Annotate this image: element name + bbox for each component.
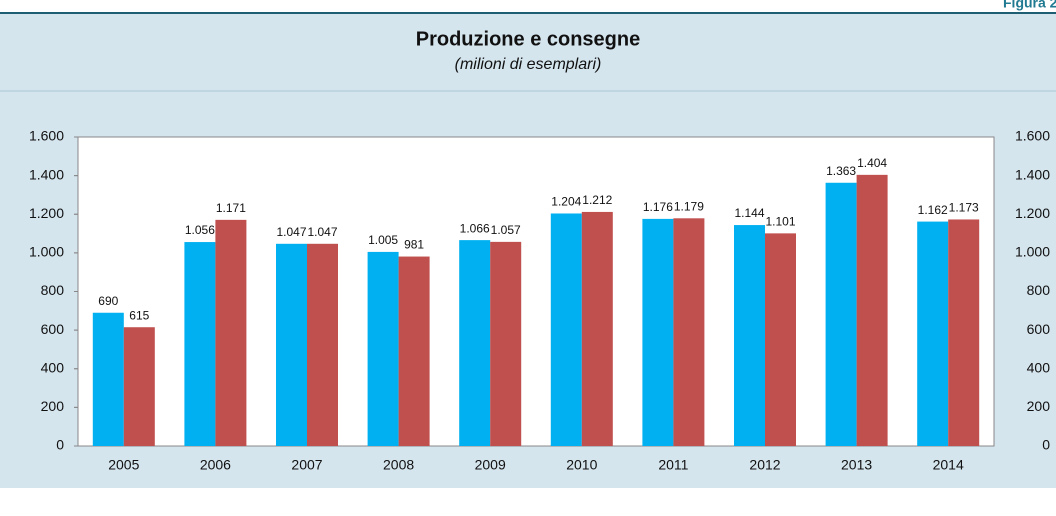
y-tick-label: 800: [41, 282, 65, 298]
bar: [917, 221, 949, 446]
bar: [765, 233, 796, 446]
value-label: 1.176: [643, 200, 673, 214]
value-label: 1.056: [185, 223, 215, 237]
y-tick-label: 1.600: [29, 128, 64, 144]
y-tick-label: 1.400: [29, 166, 64, 182]
bar: [123, 327, 155, 446]
y2-tick-label: 1.200: [1015, 205, 1050, 221]
y-tick-label: 400: [41, 359, 65, 375]
value-label: 615: [129, 308, 149, 322]
value-label: 1.066: [460, 221, 490, 235]
value-label: 1.404: [857, 156, 887, 170]
value-label: 1.212: [582, 193, 612, 207]
value-label: 1.179: [674, 199, 704, 213]
value-label: 981: [404, 238, 424, 252]
y2-tick-label: 400: [1027, 359, 1051, 375]
y2-tick-label: 1.000: [1015, 244, 1050, 260]
bar: [215, 219, 247, 446]
bar: [856, 174, 888, 447]
y-tick-label: 1.000: [29, 244, 64, 260]
y2-tick-label: 1.400: [1015, 166, 1050, 182]
bar: [490, 241, 522, 446]
value-label: 1.101: [765, 215, 795, 229]
value-label: 1.144: [734, 206, 764, 220]
bar: [367, 251, 399, 446]
bar: [459, 240, 491, 446]
chart-subtitle: (milioni di esemplari): [455, 56, 602, 73]
bar: [550, 213, 582, 446]
x-tick-label: 2010: [566, 457, 597, 473]
value-label: 1.171: [216, 201, 246, 215]
x-tick-label: 2011: [658, 457, 688, 473]
y-tick-label: 1.200: [29, 205, 64, 221]
y-tick-label: 0: [56, 437, 64, 453]
bar: [734, 225, 765, 446]
value-label: 1.057: [491, 223, 521, 237]
y2-tick-label: 800: [1027, 282, 1051, 298]
y-tick-label: 200: [41, 398, 65, 414]
bar: [948, 219, 980, 446]
figure-label: Figura 2.: [1003, 0, 1056, 11]
x-tick-label: 2008: [383, 457, 414, 473]
value-label: 1.204: [551, 195, 581, 209]
x-tick-label: 2007: [291, 457, 322, 473]
y2-tick-label: 0: [1042, 437, 1050, 453]
x-tick-label: 2006: [200, 457, 231, 473]
value-label: 1.363: [826, 164, 856, 178]
bar: [642, 218, 674, 446]
value-label: 1.173: [949, 201, 979, 215]
value-label: 1.162: [918, 203, 948, 217]
x-tick-label: 2012: [749, 457, 780, 473]
chart-title: Produzione e consegne: [416, 28, 640, 50]
y2-tick-label: 1.600: [1015, 128, 1050, 144]
y2-tick-label: 200: [1027, 398, 1051, 414]
bar: [673, 218, 705, 446]
x-tick-label: 2009: [475, 457, 506, 473]
bar: [276, 243, 307, 446]
y2-tick-label: 600: [1027, 321, 1051, 337]
bar: [184, 242, 216, 446]
value-label: 1.005: [368, 233, 398, 247]
x-tick-label: 2014: [933, 457, 964, 473]
value-label: 1.047: [276, 225, 306, 239]
value-label: 690: [98, 294, 118, 308]
bar: [92, 312, 124, 446]
bar: [307, 243, 338, 446]
bar: [825, 182, 857, 446]
value-label: 1.047: [307, 225, 337, 239]
bar: [581, 211, 613, 446]
x-tick-label: 2013: [841, 457, 872, 473]
bar: [398, 256, 430, 446]
x-tick-label: 2005: [108, 457, 139, 473]
y-tick-label: 600: [41, 321, 65, 337]
